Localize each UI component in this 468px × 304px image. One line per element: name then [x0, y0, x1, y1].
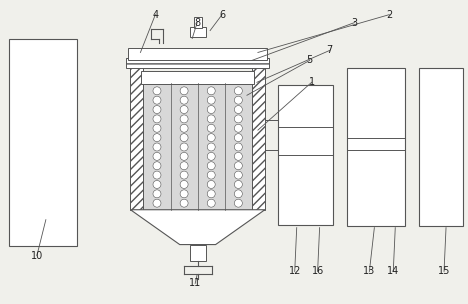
- Circle shape: [180, 124, 188, 132]
- Circle shape: [180, 162, 188, 170]
- Circle shape: [180, 190, 188, 198]
- Polygon shape: [131, 210, 265, 245]
- Circle shape: [180, 115, 188, 123]
- Circle shape: [153, 96, 161, 104]
- Text: 6: 6: [219, 10, 225, 20]
- Circle shape: [180, 171, 188, 179]
- Circle shape: [207, 162, 215, 170]
- Bar: [126, 58, 269, 68]
- Circle shape: [153, 87, 161, 95]
- Circle shape: [180, 143, 188, 151]
- Circle shape: [234, 199, 242, 207]
- Circle shape: [207, 199, 215, 207]
- Bar: [347, 68, 405, 226]
- Circle shape: [207, 124, 215, 132]
- Circle shape: [153, 190, 161, 198]
- Circle shape: [207, 181, 215, 188]
- Bar: [190, 26, 205, 36]
- Circle shape: [207, 190, 215, 198]
- Circle shape: [234, 134, 242, 142]
- Bar: [194, 17, 202, 28]
- Circle shape: [234, 87, 242, 95]
- Circle shape: [207, 134, 215, 142]
- Circle shape: [153, 181, 161, 188]
- Circle shape: [153, 134, 161, 142]
- Circle shape: [234, 162, 242, 170]
- Circle shape: [207, 87, 215, 95]
- Circle shape: [207, 171, 215, 179]
- Circle shape: [153, 115, 161, 123]
- Circle shape: [180, 96, 188, 104]
- Bar: [252, 66, 265, 210]
- Circle shape: [153, 124, 161, 132]
- Text: 15: 15: [438, 266, 450, 276]
- Circle shape: [153, 152, 161, 160]
- Circle shape: [207, 143, 215, 151]
- Circle shape: [207, 96, 215, 104]
- Circle shape: [153, 199, 161, 207]
- Bar: [190, 245, 205, 261]
- Bar: [131, 66, 143, 210]
- Circle shape: [180, 199, 188, 207]
- Bar: [278, 85, 333, 225]
- Text: 12: 12: [289, 266, 301, 276]
- Bar: [9, 39, 77, 246]
- Circle shape: [234, 115, 242, 123]
- Circle shape: [180, 105, 188, 113]
- Circle shape: [234, 190, 242, 198]
- Circle shape: [180, 134, 188, 142]
- Circle shape: [153, 143, 161, 151]
- Circle shape: [180, 152, 188, 160]
- Circle shape: [207, 152, 215, 160]
- Text: 14: 14: [387, 266, 399, 276]
- Circle shape: [234, 152, 242, 160]
- Circle shape: [153, 162, 161, 170]
- Bar: [129, 48, 267, 60]
- Circle shape: [234, 124, 242, 132]
- Circle shape: [207, 105, 215, 113]
- Text: 8: 8: [194, 18, 200, 28]
- Bar: [143, 83, 252, 210]
- Text: 3: 3: [351, 18, 358, 28]
- Circle shape: [180, 181, 188, 188]
- Bar: [141, 71, 254, 84]
- Circle shape: [180, 87, 188, 95]
- Circle shape: [234, 96, 242, 104]
- Circle shape: [234, 181, 242, 188]
- Text: 7: 7: [327, 46, 333, 55]
- Text: 16: 16: [312, 266, 324, 276]
- Text: 2: 2: [386, 10, 392, 20]
- Text: 5: 5: [307, 55, 313, 65]
- Circle shape: [234, 105, 242, 113]
- Circle shape: [207, 115, 215, 123]
- Bar: [419, 68, 463, 226]
- Circle shape: [153, 171, 161, 179]
- Text: 13: 13: [363, 266, 375, 276]
- Text: 10: 10: [31, 250, 43, 261]
- Circle shape: [234, 171, 242, 179]
- Circle shape: [153, 105, 161, 113]
- Circle shape: [234, 143, 242, 151]
- Text: 4: 4: [152, 10, 159, 20]
- Text: 1: 1: [308, 77, 314, 87]
- Text: 11: 11: [189, 278, 201, 288]
